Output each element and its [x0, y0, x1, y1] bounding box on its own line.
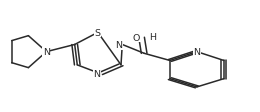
Text: N: N: [115, 41, 122, 50]
Text: N: N: [43, 48, 50, 57]
Text: N: N: [93, 70, 100, 79]
Text: S: S: [95, 29, 101, 38]
Text: N: N: [193, 48, 200, 57]
Text: H: H: [149, 33, 156, 42]
Text: O: O: [133, 33, 140, 42]
